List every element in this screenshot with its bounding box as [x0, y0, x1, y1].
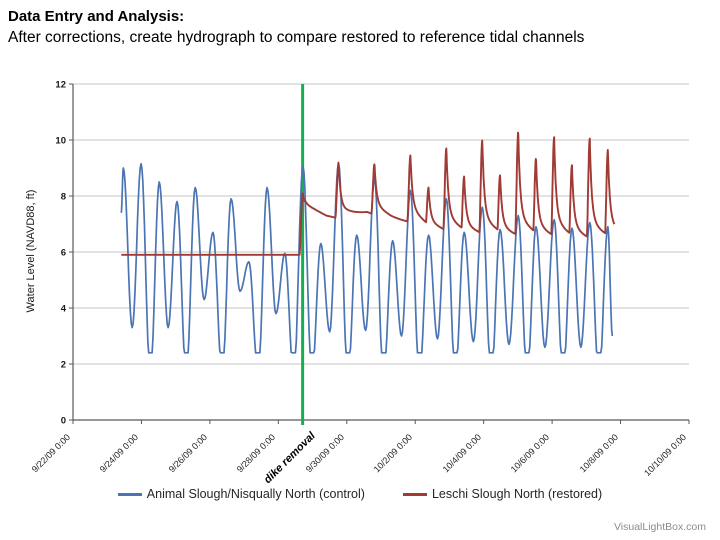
- y-tick-label: 2: [61, 360, 66, 371]
- chart-legend: Animal Slough/Nisqually North (control) …: [0, 487, 720, 501]
- y-tick-label: 0: [61, 416, 66, 427]
- visuallightbox-watermark[interactable]: VisualLightBox.com: [613, 521, 706, 533]
- y-tick-label: 6: [61, 248, 66, 259]
- restored-series-path: [121, 131, 616, 256]
- control-series-label: Animal Slough/Nisqually North (control): [146, 487, 365, 501]
- title-block: Data Entry and Analysis: After correctio…: [8, 6, 584, 49]
- restored-series-label: Leschi Slough North (restored): [431, 487, 603, 501]
- slide-title: Data Entry and Analysis:: [8, 8, 185, 25]
- y-tick-label: 12: [55, 80, 66, 91]
- control-series-path: [120, 162, 614, 354]
- control-series-swatch: [117, 492, 142, 496]
- y-tick-label: 4: [61, 304, 67, 315]
- restored-series-swatch: [402, 492, 427, 496]
- y-tick-label: 10: [55, 136, 66, 147]
- legend-item-restored: Leschi Slough North (restored): [402, 487, 603, 501]
- legend-item-control: Animal Slough/Nisqually North (control): [117, 487, 365, 501]
- slide-subtitle: After corrections, create hydrograph to …: [8, 29, 585, 46]
- y-tick-label: 8: [61, 192, 66, 203]
- y-axis-title: Water Level (NAVD88, ft): [25, 189, 37, 313]
